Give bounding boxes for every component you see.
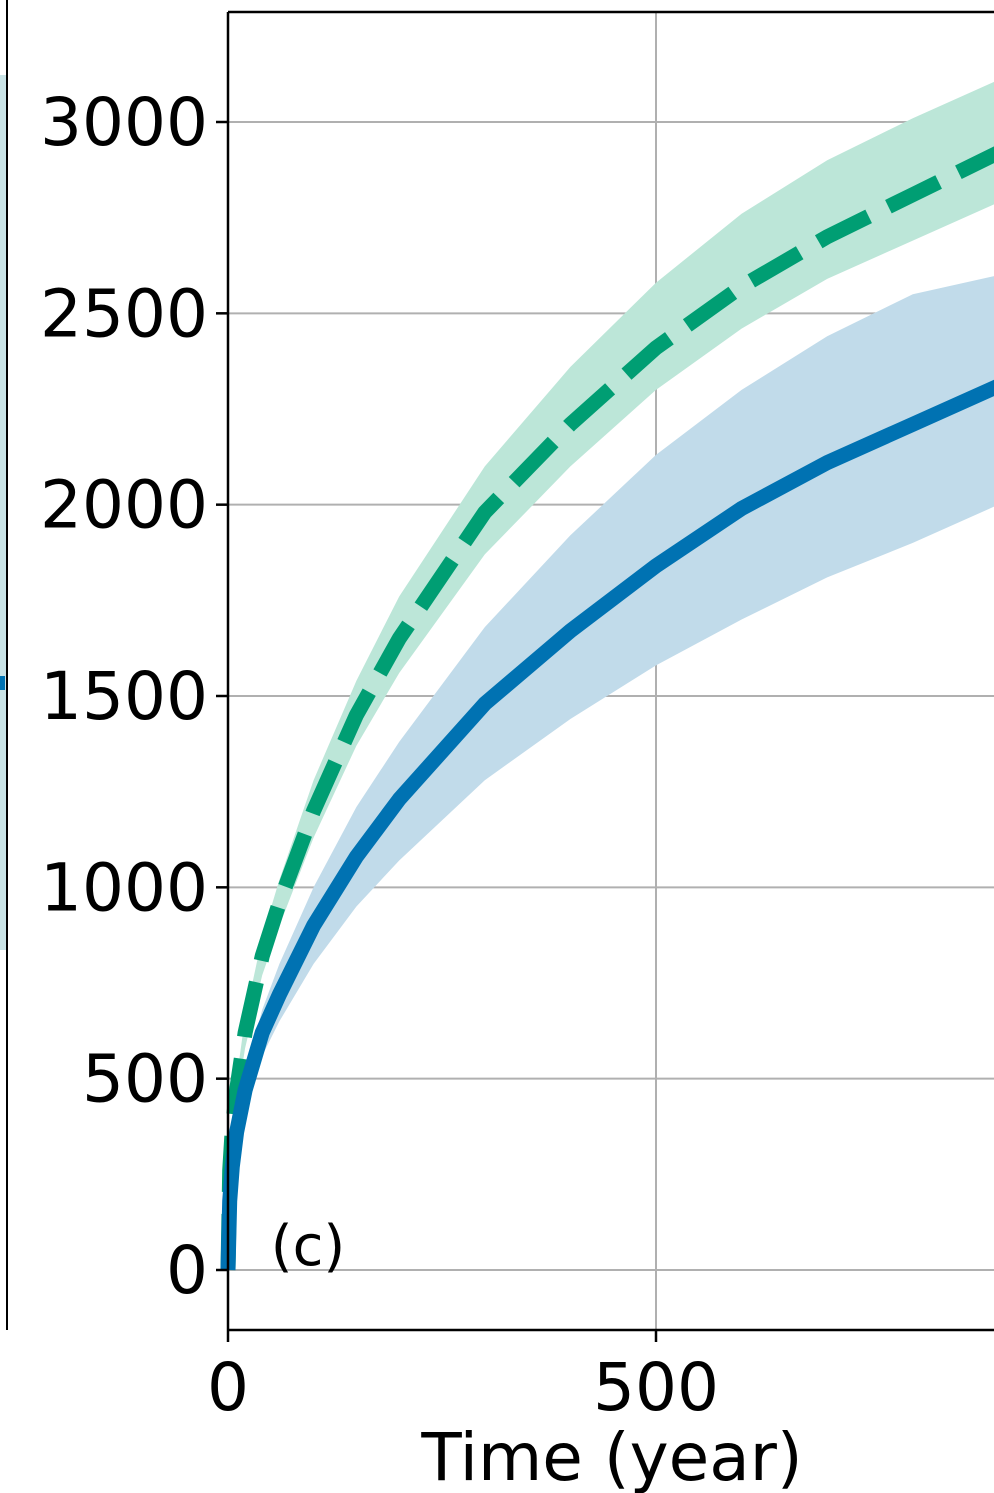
y-tick-label: 2000 [40,467,208,544]
panel-label: (c) [271,1214,345,1279]
y-tick-label: 1500 [40,658,208,735]
band-blue [228,276,994,1270]
x-axis-ticks: 0 500 [207,1330,719,1426]
axes [226,10,994,1332]
y-tick-label: 0 [166,1232,208,1309]
series-lines [220,146,994,1271]
left-panel-fill [0,75,6,950]
x-tick-label: 500 [593,1349,719,1426]
left-panel-edge [0,0,8,1330]
left-panel-marker [0,676,5,690]
y-tick-label: 3000 [40,84,208,161]
x-axis-label: Time (year) [420,1419,802,1493]
y-tick-label: 2500 [40,275,208,352]
y-tick-label: 500 [82,1041,208,1118]
x-tick-label: 0 [207,1349,249,1426]
y-tick-label: 1000 [40,849,208,926]
line-blue [220,379,994,1271]
uncertainty-bands [228,81,994,1270]
y-axis-ticks: 0 500 1000 1500 2000 2500 3000 [40,84,228,1309]
